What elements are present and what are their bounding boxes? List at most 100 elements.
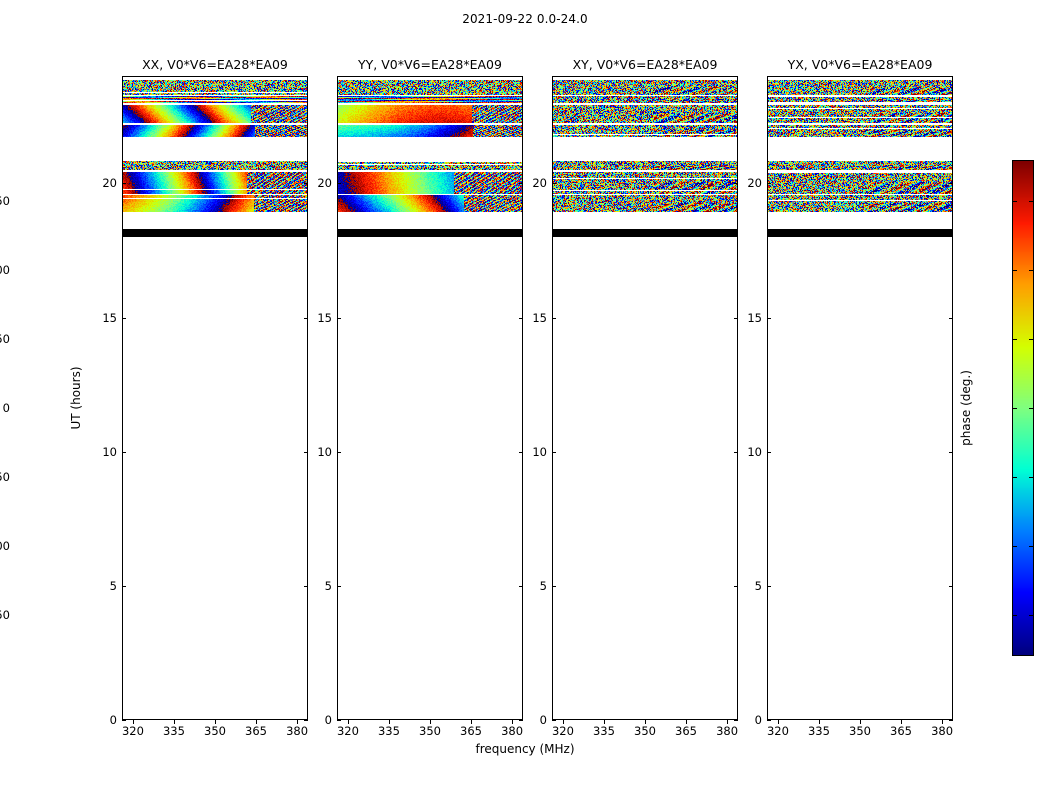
y-tick-label: 5 — [109, 578, 117, 593]
y-tick-mark — [767, 585, 771, 587]
y-tick-label: 10 — [747, 444, 762, 459]
y-tick-label: 20 — [532, 176, 547, 191]
x-tick-label: 365 — [890, 724, 912, 738]
x-tick-label: 380 — [286, 724, 309, 738]
waterfall-image — [123, 77, 307, 719]
panel-title-xx: XX, V0*V6=EA28*EA09 — [142, 57, 288, 72]
waterfall-band — [338, 229, 522, 237]
y-tick-label: 20 — [102, 176, 117, 191]
y-tick-label: 10 — [102, 444, 117, 459]
x-tick-label: 350 — [204, 724, 226, 738]
colorbar-tick-mark — [1029, 270, 1034, 272]
y-tick-mark — [122, 183, 126, 185]
x-tick-mark — [686, 720, 688, 724]
y-tick-mark — [949, 451, 953, 453]
y-tick-mark — [304, 585, 308, 587]
x-tick-mark — [860, 720, 861, 724]
y-tick-mark — [552, 183, 556, 185]
colorbar-tick-label: 50 — [0, 332, 10, 347]
x-tick-mark — [942, 720, 944, 724]
colorbar-tick-label: 0 — [2, 401, 10, 415]
y-tick-mark — [552, 317, 556, 319]
y-tick-label: 0 — [109, 713, 117, 727]
plot-panel-xx[interactable] — [122, 76, 308, 720]
colorbar-tick-mark — [1029, 476, 1034, 478]
y-tick-mark — [519, 585, 523, 587]
y-tick-mark — [122, 720, 126, 721]
colorbar-tick-mark — [1012, 201, 1017, 203]
y-tick-mark — [552, 451, 556, 453]
waterfall-band — [553, 172, 737, 194]
waterfall-band — [338, 125, 522, 137]
y-tick-mark — [949, 183, 953, 185]
colorbar-tick-mark — [1029, 545, 1034, 547]
waterfall-band — [768, 80, 952, 95]
waterfall-band — [123, 195, 307, 212]
waterfall-band — [768, 161, 952, 170]
x-tick-label: 380 — [501, 724, 524, 738]
colorbar-tick-mark — [1012, 270, 1017, 272]
y-tick-label: 5 — [324, 578, 332, 593]
y-tick-mark — [734, 720, 738, 721]
x-tick-mark — [430, 720, 431, 724]
y-tick-mark — [304, 317, 308, 319]
y-tick-mark — [519, 317, 523, 319]
plot-panel-yy[interactable] — [337, 76, 523, 720]
y-axis-label: UT (hours) — [69, 366, 83, 430]
y-tick-mark — [337, 720, 341, 721]
waterfall-band — [123, 105, 307, 123]
y-tick-mark — [734, 183, 738, 185]
y-tick-mark — [304, 183, 308, 185]
y-tick-mark — [767, 451, 771, 453]
waterfall-band — [768, 96, 952, 103]
x-tick-label: 320 — [336, 724, 359, 738]
x-tick-mark — [727, 720, 729, 724]
colorbar-tick-mark — [1012, 545, 1017, 547]
plot-panel-xy[interactable] — [552, 76, 738, 720]
waterfall-band — [553, 105, 737, 123]
waterfall-band — [123, 161, 307, 170]
x-tick-label: 380 — [931, 724, 954, 738]
y-tick-mark — [734, 317, 738, 319]
y-tick-mark — [122, 451, 126, 453]
y-tick-mark — [734, 451, 738, 453]
waterfall-band — [768, 229, 952, 237]
panel-title-yy: YY, V0*V6=EA28*EA09 — [358, 57, 502, 72]
x-tick-label: 350 — [849, 724, 871, 738]
waterfall-band — [123, 229, 307, 237]
y-tick-mark — [304, 720, 308, 721]
y-tick-mark — [949, 317, 953, 319]
waterfall-band — [553, 96, 737, 103]
y-tick-mark — [304, 451, 308, 453]
waterfall-band — [553, 125, 737, 137]
waterfall-band — [553, 161, 737, 170]
x-axis-label: frequency (MHz) — [475, 742, 575, 756]
waterfall-band — [123, 96, 307, 103]
waterfall-band — [553, 80, 737, 95]
waterfall-image — [768, 77, 952, 719]
colorbar-tick-mark — [1029, 201, 1034, 203]
colorbar-tick-label: −150 — [0, 607, 10, 622]
x-tick-label: 365 — [460, 724, 482, 738]
y-tick-mark — [767, 317, 771, 319]
y-tick-mark — [767, 183, 771, 185]
y-tick-mark — [337, 317, 341, 319]
y-tick-label: 15 — [102, 310, 117, 325]
waterfall-band — [123, 80, 307, 95]
plot-panel-yx[interactable] — [767, 76, 953, 720]
waterfall-band — [338, 96, 522, 103]
y-tick-mark — [337, 451, 341, 453]
waterfall-band — [123, 125, 307, 137]
x-tick-mark — [132, 720, 134, 724]
x-tick-mark — [347, 720, 349, 724]
x-tick-mark — [297, 720, 299, 724]
waterfall-band — [768, 195, 952, 212]
y-tick-label: 10 — [532, 444, 547, 459]
x-tick-label: 365 — [675, 724, 697, 738]
waterfall-band — [553, 229, 737, 237]
x-tick-mark — [173, 720, 175, 724]
waterfall-band — [123, 172, 307, 194]
y-tick-label: 15 — [317, 310, 332, 325]
colorbar-tick-mark — [1029, 614, 1034, 616]
waterfall-image — [553, 77, 737, 719]
